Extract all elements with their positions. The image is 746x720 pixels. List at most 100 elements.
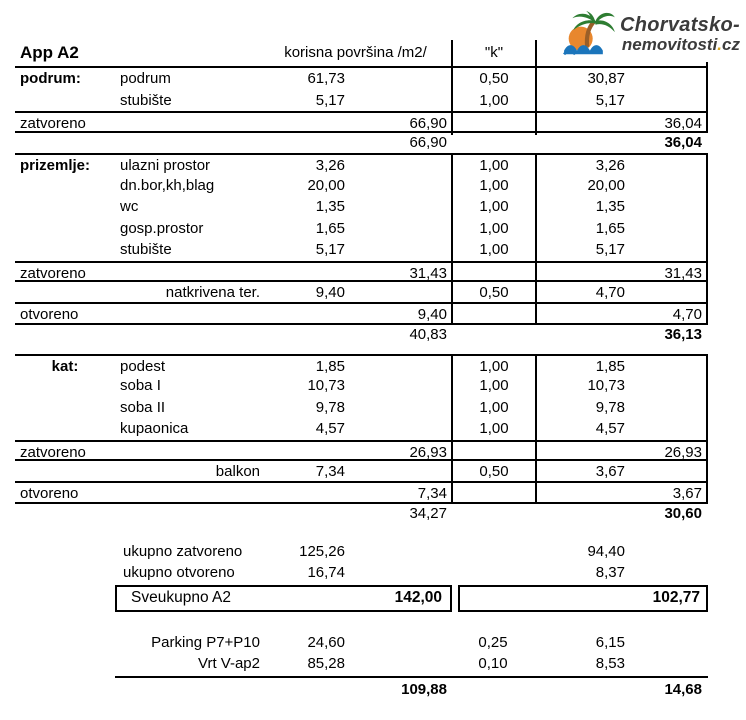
table-row: kupaonica 4,57 1,00 4,57 bbox=[15, 418, 708, 440]
logo-brand: nemovitosti bbox=[621, 35, 718, 54]
item-k: 1,00 bbox=[451, 239, 535, 261]
otvoreno-row: otvoreno 9,40 4,70 bbox=[15, 303, 708, 325]
item-k: 1,00 bbox=[451, 375, 535, 397]
extra-k: 0,25 bbox=[478, 633, 508, 651]
otvoreno-total: 4,70 bbox=[535, 303, 708, 325]
open-item-area: 7,34 bbox=[315, 463, 345, 480]
item-total: 30,87 bbox=[535, 68, 625, 90]
extra-total: 8,53 bbox=[595, 655, 625, 672]
subtotal-area: 34,27 bbox=[409, 505, 447, 522]
cell-empty bbox=[451, 482, 535, 504]
item-label: podrum bbox=[120, 70, 171, 87]
item-label: kupaonica bbox=[120, 420, 189, 437]
section-subtotal-row: 34,27 30,60 bbox=[15, 504, 708, 525]
zatvoreno-area: 66,90 bbox=[409, 115, 447, 132]
logo-line1: Chorvatsko- bbox=[620, 14, 740, 36]
item-total: 9,78 bbox=[535, 396, 625, 418]
table-row: stubište 5,17 1,00 5,17 bbox=[15, 239, 708, 261]
zatvoreno-area: 31,43 bbox=[409, 264, 447, 282]
column-header-area: korisna površina /m2/ bbox=[284, 44, 427, 61]
table-row: soba I 10,73 1,00 10,73 bbox=[15, 375, 708, 397]
item-label: podest bbox=[120, 357, 166, 375]
zatvoreno-label: zatvoreno bbox=[20, 115, 86, 132]
item-total: 5,17 bbox=[535, 239, 625, 261]
grand-total-row: Sveukupno A2 142,00 102,77 bbox=[15, 584, 708, 612]
open-item-row: natkrivena ter. 9,40 0,50 4,70 bbox=[15, 282, 708, 304]
bottom-divider bbox=[115, 675, 708, 678]
item-total: 20,00 bbox=[535, 174, 625, 196]
summary-total: 94,40 bbox=[587, 542, 625, 560]
item-label: ulazni prostor bbox=[120, 157, 211, 174]
column-header-k: "k" bbox=[451, 40, 535, 66]
item-area: 1,85 bbox=[315, 357, 345, 375]
extra-area: 85,28 bbox=[307, 655, 345, 672]
zatvoreno-label: zatvoreno bbox=[20, 264, 86, 282]
item-label: wc bbox=[120, 198, 139, 215]
zatvoreno-row: zatvoreno 66,90 36,04 bbox=[15, 111, 708, 135]
table-row: podrum: podrum 61,73 0,50 30,87 bbox=[15, 68, 708, 90]
area-calculation-table: App A2 korisna površina /m2/ "k" ukupno … bbox=[15, 40, 708, 702]
item-area: 10,73 bbox=[307, 377, 345, 394]
zatvoreno-label: zatvoreno bbox=[20, 443, 86, 461]
open-item-k: 0,50 bbox=[451, 461, 535, 483]
item-k: 1,00 bbox=[451, 418, 535, 440]
table-row: prizemlje: ulazni prostor 3,26 1,00 3,26 bbox=[15, 153, 708, 177]
item-total: 1,35 bbox=[535, 196, 625, 218]
item-area: 4,57 bbox=[315, 420, 345, 437]
table-row: stubište 5,17 1,00 5,17 bbox=[15, 89, 708, 111]
table-row: soba II 9,78 1,00 9,78 bbox=[15, 396, 708, 418]
extra-k: 0,10 bbox=[478, 655, 508, 672]
item-area: 1,35 bbox=[315, 198, 345, 215]
extras-total-row: 109,88 14,68 bbox=[15, 678, 708, 702]
logo-tld-dot: . bbox=[717, 35, 723, 54]
open-item-area: 9,40 bbox=[315, 284, 345, 301]
extra-area: 24,60 bbox=[307, 633, 345, 651]
otvoreno-label: otvoreno bbox=[20, 484, 79, 502]
item-k: 0,50 bbox=[451, 68, 535, 90]
open-item-label: balkon bbox=[215, 463, 260, 480]
open-item-total: 3,67 bbox=[535, 461, 625, 483]
open-item-total: 4,70 bbox=[535, 282, 625, 304]
summary-row: ukupno zatvoreno 125,26 94,40 bbox=[15, 541, 708, 563]
item-area: 20,00 bbox=[307, 176, 345, 194]
item-total: 10,73 bbox=[535, 375, 625, 397]
item-area: 5,17 bbox=[315, 241, 345, 258]
zatvoreno-total: 26,93 bbox=[535, 441, 708, 463]
summary-area: 125,26 bbox=[299, 542, 345, 560]
otvoreno-total: 3,67 bbox=[535, 482, 708, 504]
extra-label: Parking P7+P10 bbox=[151, 633, 260, 651]
item-area: 1,65 bbox=[315, 219, 345, 237]
extra-row: Parking P7+P10 24,60 0,25 6,15 bbox=[15, 632, 708, 654]
subtotal-total: 30,60 bbox=[664, 505, 702, 522]
item-k: 1,00 bbox=[451, 355, 535, 377]
zatvoreno-row: zatvoreno 26,93 26,93 bbox=[15, 439, 708, 463]
zatvoreno-total: 36,04 bbox=[535, 113, 708, 135]
section-subtotal-row: 40,83 36,13 bbox=[15, 325, 708, 346]
item-k: 1,00 bbox=[451, 217, 535, 239]
otvoreno-area: 7,34 bbox=[417, 484, 447, 502]
item-total: 3,26 bbox=[535, 155, 625, 177]
summary-total: 8,37 bbox=[595, 564, 625, 581]
table-row: kat: podest 1,85 1,00 1,85 bbox=[15, 353, 708, 377]
item-area: 5,17 bbox=[315, 91, 345, 109]
item-k: 1,00 bbox=[451, 196, 535, 218]
grand-total-area: 142,00 bbox=[394, 589, 442, 606]
palm-tree-sun-waves-icon bbox=[562, 10, 615, 56]
open-item-label: natkrivena ter. bbox=[165, 284, 260, 301]
summary-label: ukupno zatvoreno bbox=[123, 542, 243, 560]
cell-empty bbox=[451, 303, 535, 325]
cell-empty bbox=[451, 262, 535, 284]
cell-empty bbox=[451, 441, 535, 463]
item-total: 1,85 bbox=[535, 355, 625, 377]
table-row: gosp.prostor 1,65 1,00 1,65 bbox=[15, 217, 708, 239]
zatvoreno-area: 26,93 bbox=[409, 443, 447, 461]
item-total: 5,17 bbox=[535, 89, 625, 111]
item-area: 3,26 bbox=[315, 157, 345, 174]
otvoreno-row: otvoreno 7,34 3,67 bbox=[15, 482, 708, 504]
extra-row: Vrt V-ap2 85,28 0,10 8,53 bbox=[15, 653, 708, 675]
summary-row: ukupno otvoreno 16,74 8,37 bbox=[15, 562, 708, 584]
section-name: kat: bbox=[51, 357, 79, 375]
item-k: 1,00 bbox=[451, 174, 535, 196]
extras-total-area: 109,88 bbox=[401, 680, 447, 698]
subtotal-total: 36,04 bbox=[664, 133, 702, 151]
